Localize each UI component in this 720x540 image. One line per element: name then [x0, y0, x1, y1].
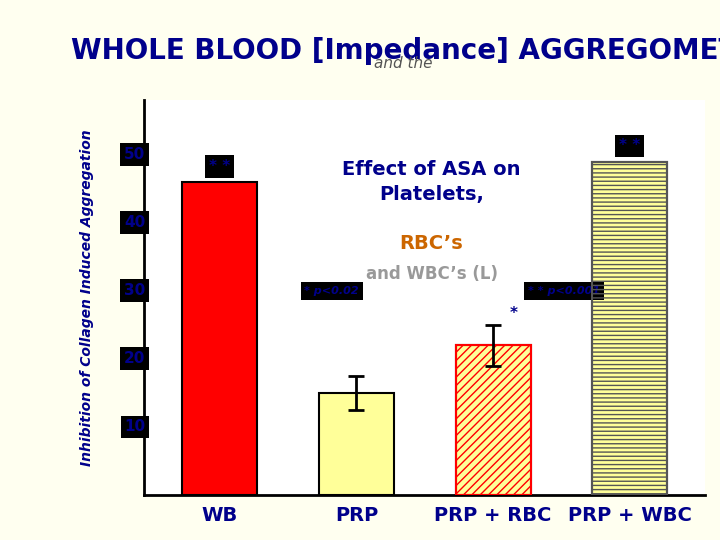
- Text: * *: * *: [209, 159, 230, 174]
- Text: *: *: [510, 306, 518, 321]
- Text: * *: * *: [619, 138, 640, 153]
- Title: WHOLE BLOOD [Impedance] AGGREGOMETRY: WHOLE BLOOD [Impedance] AGGREGOMETRY: [71, 37, 720, 65]
- Text: 50: 50: [125, 147, 145, 162]
- Bar: [593, 161, 667, 495]
- Text: 30: 30: [125, 284, 145, 298]
- Text: and WBC’s (L): and WBC’s (L): [366, 265, 498, 283]
- Bar: [593, 161, 667, 495]
- Bar: [182, 182, 257, 495]
- Text: and the: and the: [374, 56, 433, 71]
- Text: * * p<0.001: * * p<0.001: [528, 286, 600, 296]
- Bar: [319, 393, 394, 495]
- Text: RBC’s: RBC’s: [400, 234, 464, 253]
- Text: Effect of ASA on
Platelets,: Effect of ASA on Platelets,: [342, 160, 521, 204]
- Y-axis label: Inhibition of Collagen Induced Aggregation: Inhibition of Collagen Induced Aggregati…: [80, 129, 94, 466]
- Text: 40: 40: [125, 215, 145, 230]
- Bar: [456, 345, 531, 495]
- Text: * p<0.02: * p<0.02: [305, 286, 359, 296]
- Text: 10: 10: [125, 420, 145, 434]
- Bar: [456, 345, 531, 495]
- Text: 20: 20: [125, 352, 145, 366]
